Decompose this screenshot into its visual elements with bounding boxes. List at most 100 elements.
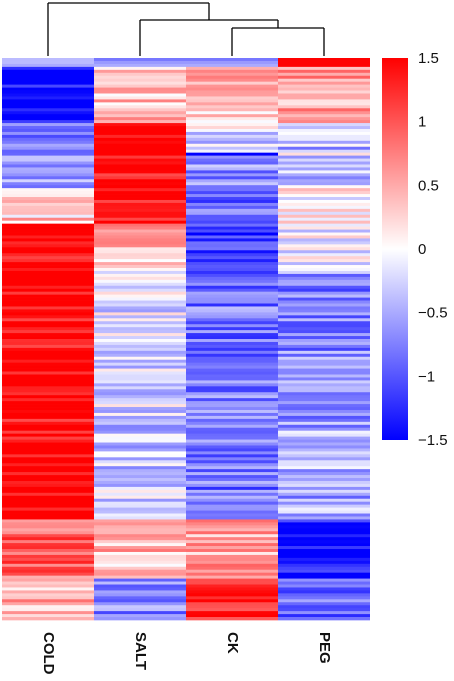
heatmap-cell-ck-134 xyxy=(186,454,278,458)
heatmap-cell-salt-34 xyxy=(94,158,186,162)
heatmap-cell-cold-185 xyxy=(2,605,94,609)
heatmap-cell-salt-163 xyxy=(94,540,186,544)
heatmap-cell-cold-184 xyxy=(2,602,94,606)
heatmap-cell-ck-102 xyxy=(186,359,278,364)
heatmap-cell-cold-163 xyxy=(2,540,94,544)
heatmap-cell-cold-27 xyxy=(2,137,94,142)
heatmap-cell-salt-176 xyxy=(94,578,186,582)
heatmap-cell-cold-122 xyxy=(2,418,94,423)
heatmap-cell-cold-74 xyxy=(2,276,94,281)
heatmap-cell-peg-38 xyxy=(278,170,370,174)
heatmap-cell-peg-7 xyxy=(278,78,370,83)
heatmap-cell-ck-59 xyxy=(186,232,278,236)
heatmap-cell-peg-117 xyxy=(278,404,370,408)
heatmap-cell-ck-179 xyxy=(186,587,278,591)
heatmap-cell-ck-9 xyxy=(186,84,278,88)
heatmap-cell-cold-80 xyxy=(2,294,94,298)
heatmap-cell-cold-146 xyxy=(2,489,94,494)
heatmap-cell-peg-11 xyxy=(278,90,370,94)
heatmap-cell-cold-145 xyxy=(2,486,94,491)
heatmap-cell-peg-137 xyxy=(278,463,370,467)
heatmap-cell-cold-165 xyxy=(2,546,94,550)
heatmap-cell-peg-33 xyxy=(278,155,370,159)
heatmap-cell-cold-64 xyxy=(2,247,94,251)
heatmap-cell-peg-24 xyxy=(278,128,370,133)
heatmap-cell-ck-41 xyxy=(186,179,278,183)
heatmap-cell-ck-157 xyxy=(186,522,278,526)
heatmap-cell-cold-18 xyxy=(2,111,94,115)
heatmap-cell-ck-123 xyxy=(186,421,278,426)
heatmap-cell-salt-105 xyxy=(94,368,186,372)
heatmap-cell-ck-0 xyxy=(186,58,278,62)
heatmap-cell-cold-26 xyxy=(2,134,94,139)
heatmap-cell-ck-56 xyxy=(186,223,278,227)
heatmap-cell-peg-1 xyxy=(278,60,370,65)
heatmap-cell-peg-169 xyxy=(278,557,370,562)
heatmap-cell-peg-124 xyxy=(278,424,370,429)
heatmap-cell-ck-136 xyxy=(186,460,278,464)
heatmap-cell-salt-64 xyxy=(94,247,186,251)
heatmap-cell-peg-26 xyxy=(278,134,370,139)
heatmap-cell-ck-26 xyxy=(186,134,278,139)
heatmap-cell-cold-123 xyxy=(2,421,94,426)
heatmap-cell-cold-66 xyxy=(2,253,94,257)
heatmap-cell-cold-23 xyxy=(2,126,94,130)
heatmap-cell-cold-4 xyxy=(2,69,94,74)
heatmap-cell-peg-39 xyxy=(278,173,370,177)
heatmap-cell-cold-180 xyxy=(2,590,94,594)
heatmap-cell-ck-161 xyxy=(186,534,278,538)
heatmap-cell-peg-155 xyxy=(278,516,370,520)
heatmap-cell-ck-94 xyxy=(186,336,278,340)
heatmap-cell-salt-170 xyxy=(94,560,186,565)
heatmap-cell-salt-184 xyxy=(94,602,186,606)
heatmap-cell-ck-58 xyxy=(186,229,278,233)
heatmap-cell-ck-163 xyxy=(186,540,278,544)
heatmap-cell-cold-113 xyxy=(2,392,94,396)
heatmap-cell-peg-118 xyxy=(278,407,370,411)
heatmap-cell-peg-58 xyxy=(278,229,370,233)
heatmap-cell-ck-54 xyxy=(186,217,278,222)
heatmap-cell-salt-87 xyxy=(94,315,186,319)
heatmap-cell-cold-110 xyxy=(2,383,94,387)
heatmap-cell-peg-22 xyxy=(278,123,370,127)
heatmap-cell-peg-141 xyxy=(278,475,370,479)
heatmap-cell-ck-106 xyxy=(186,371,278,375)
heatmap-cell-cold-65 xyxy=(2,250,94,254)
heatmap-cell-salt-14 xyxy=(94,99,186,103)
heatmap-cell-cold-103 xyxy=(2,362,94,366)
heatmap-cell-salt-134 xyxy=(94,454,186,458)
column-label-peg: PEG xyxy=(316,632,333,664)
heatmap-cell-cold-12 xyxy=(2,93,94,97)
heatmap-cell-ck-151 xyxy=(186,504,278,508)
heatmap-cell-salt-129 xyxy=(94,439,186,443)
heatmap-cell-ck-143 xyxy=(186,480,278,485)
heatmap-cell-peg-16 xyxy=(278,105,370,109)
heatmap-cell-cold-169 xyxy=(2,557,94,562)
heatmap-cell-ck-87 xyxy=(186,315,278,319)
colorbar-tick-label: 1.5 xyxy=(418,50,439,67)
heatmap-cell-peg-145 xyxy=(278,486,370,491)
heatmap-cell-peg-29 xyxy=(278,143,370,148)
heatmap-cell-salt-89 xyxy=(94,321,186,325)
heatmap-cell-salt-83 xyxy=(94,303,186,307)
heatmap-cell-cold-162 xyxy=(2,537,94,541)
heatmap-cell-ck-2 xyxy=(186,63,278,68)
heatmap-cell-salt-68 xyxy=(94,259,186,263)
heatmap-cell-cold-132 xyxy=(2,448,94,452)
heatmap-cell-peg-153 xyxy=(278,510,370,514)
heatmap-cell-cold-167 xyxy=(2,551,94,556)
heatmap-cell-peg-134 xyxy=(278,454,370,458)
heatmap-cell-peg-166 xyxy=(278,549,370,553)
heatmap-cell-ck-112 xyxy=(186,389,278,393)
heatmap-cell-cold-127 xyxy=(2,433,94,437)
heatmap-cell-cold-22 xyxy=(2,123,94,127)
heatmap-cell-cold-54 xyxy=(2,217,94,222)
heatmap-cell-ck-70 xyxy=(186,265,278,269)
heatmap-cell-salt-45 xyxy=(94,191,186,195)
heatmap-cell-cold-86 xyxy=(2,312,94,316)
heatmap-cell-cold-72 xyxy=(2,270,94,275)
heatmap-cell-cold-68 xyxy=(2,259,94,263)
heatmap-cell-cold-6 xyxy=(2,75,94,80)
heatmap-cell-ck-146 xyxy=(186,489,278,494)
heatmap-cell-salt-72 xyxy=(94,270,186,275)
